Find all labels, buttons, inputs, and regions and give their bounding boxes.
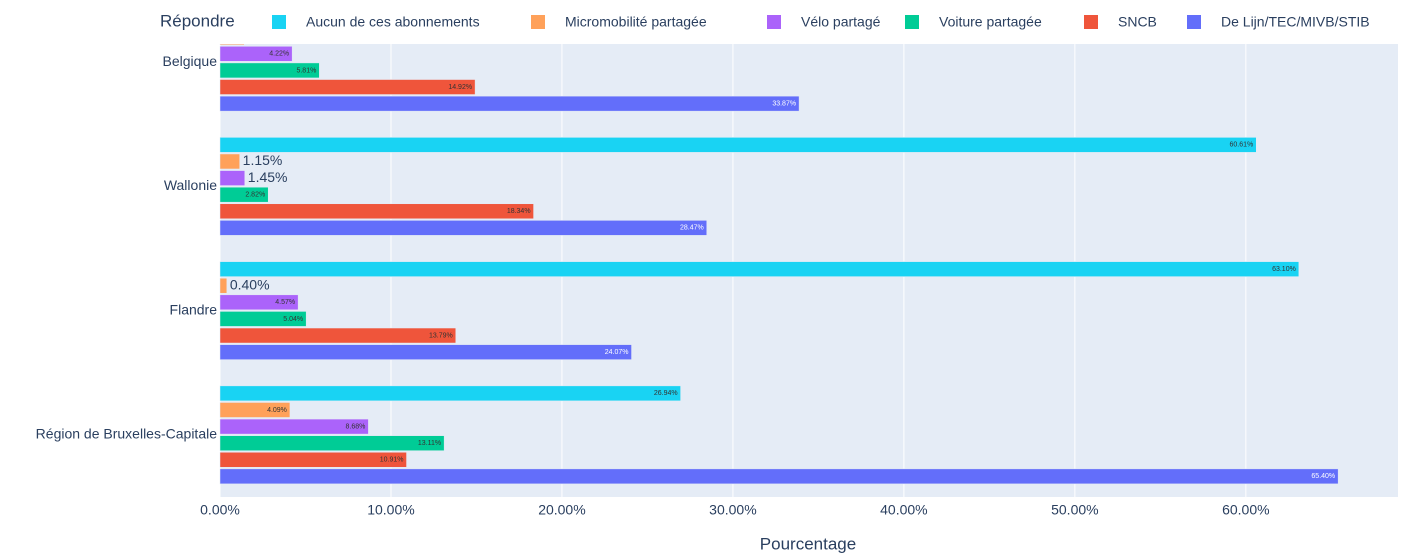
x-tick-label: 40.00%: [880, 502, 927, 518]
bar: [219, 468, 1339, 485]
bar: [219, 62, 320, 79]
bar: [219, 79, 476, 95]
bar: [219, 418, 369, 435]
bar: [219, 311, 307, 327]
legend-label: SNCB: [1118, 14, 1157, 30]
data-label: 24.07%: [605, 349, 629, 356]
data-label: 4.22%: [269, 51, 289, 58]
bar: [219, 137, 1257, 153]
bar: [219, 294, 299, 311]
bar: [219, 402, 291, 418]
y-tick-label: Wallonie: [164, 177, 217, 193]
legend-swatch: [1187, 15, 1201, 29]
data-label: 2.82%: [245, 192, 265, 199]
data-label: 0.40%: [230, 276, 270, 292]
legend-label: Micromobilité partagée: [565, 14, 707, 30]
legend-label: De Lijn/TEC/MIVB/STIB: [1221, 14, 1370, 30]
legend-swatch: [1084, 15, 1098, 29]
bar: [219, 220, 708, 236]
y-tick-label: Flandre: [170, 301, 218, 317]
data-label: 5.81%: [296, 67, 316, 74]
bar: [219, 186, 269, 203]
legend-swatch: [272, 15, 286, 29]
data-label: 60.61%: [1230, 142, 1254, 149]
legend-swatch: [531, 15, 545, 29]
x-tick-label: 50.00%: [1051, 502, 1098, 518]
data-label: 8.68%: [346, 423, 366, 430]
x-axis-title: Pourcentage: [760, 534, 856, 553]
y-tick-label: Belgique: [163, 53, 218, 69]
data-label: 28.47%: [680, 225, 704, 232]
data-label: 13.79%: [429, 332, 453, 339]
legend-label: Vélo partagé: [801, 14, 881, 30]
bar: [219, 452, 407, 468]
data-label: 1.45%: [248, 169, 288, 185]
legend-label: Voiture partagée: [939, 14, 1042, 30]
plot-area: [220, 0, 1398, 497]
legend-title: Répondre: [160, 11, 235, 30]
data-label: 18.34%: [507, 208, 531, 215]
x-tick-label: 0.00%: [200, 502, 240, 518]
bar: [219, 153, 240, 170]
x-tick-label: 30.00%: [709, 502, 756, 518]
bar: [219, 46, 293, 62]
data-label: 13.11%: [418, 440, 441, 447]
data-label: 14.92%: [448, 84, 472, 91]
data-label: 4.57%: [275, 299, 295, 306]
bar: [219, 277, 228, 294]
bar: [219, 261, 1300, 277]
x-tick-label: 10.00%: [367, 502, 414, 518]
bar: [219, 435, 445, 451]
y-tick-label: Région de Bruxelles-Capitale: [36, 426, 218, 442]
bar: [219, 385, 681, 402]
bar: [219, 95, 800, 112]
data-label: 1.15%: [243, 152, 283, 168]
x-tick-label: 60.00%: [1222, 502, 1269, 518]
bar: [219, 327, 457, 344]
data-label: 4.09%: [267, 407, 287, 414]
data-label: 65.40%: [1311, 473, 1335, 480]
bar: [219, 170, 246, 186]
legend-swatch: [767, 15, 781, 29]
data-label: 10.91%: [380, 457, 404, 464]
data-label: 5.04%: [283, 316, 303, 323]
legend-label: Aucun de ces abonnements: [306, 14, 480, 30]
data-label: 33.87%: [772, 100, 796, 107]
x-tick-label: 20.00%: [538, 502, 585, 518]
bar: [219, 344, 632, 360]
legend-swatch: [905, 15, 919, 29]
bar: [219, 203, 534, 220]
data-label: 63.10%: [1272, 266, 1296, 273]
data-label: 26.94%: [654, 390, 678, 397]
